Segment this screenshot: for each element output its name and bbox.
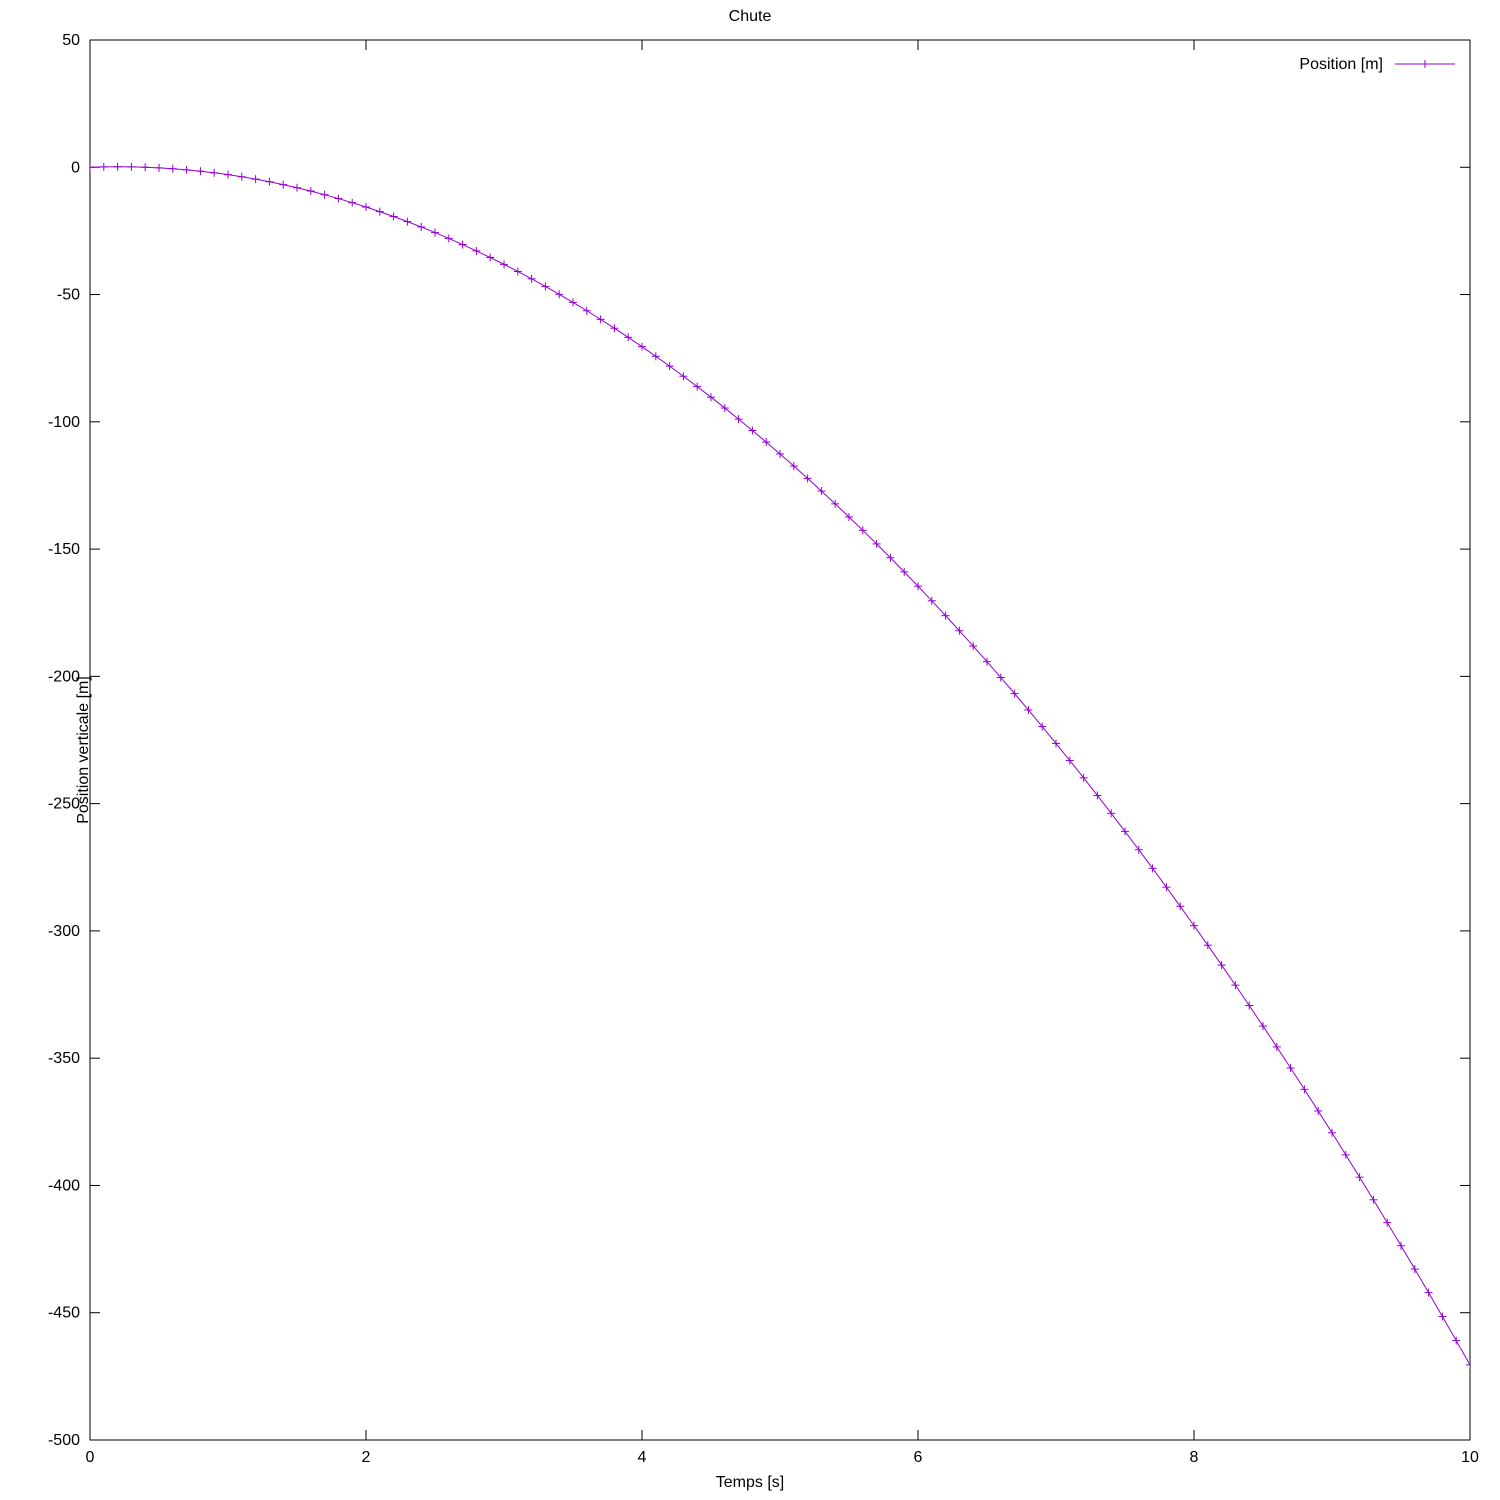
y-tick-label: 50 (62, 32, 80, 49)
y-tick-label: -350 (48, 1050, 80, 1067)
y-tick-label: -300 (48, 923, 80, 940)
x-tick-label: 2 (362, 1449, 371, 1466)
y-tick-label: -500 (48, 1432, 80, 1449)
x-tick-label: 4 (638, 1449, 647, 1466)
x-tick-label: 0 (86, 1449, 95, 1466)
y-tick-label: -400 (48, 1177, 80, 1194)
legend-label: Position [m] (1299, 56, 1383, 73)
chart-svg: 0246810-500-450-400-350-300-250-200-150-… (0, 0, 1500, 1500)
y-tick-label: -200 (48, 668, 80, 685)
x-tick-label: 10 (1461, 1449, 1479, 1466)
x-tick-label: 8 (1190, 1449, 1199, 1466)
y-tick-label: -100 (48, 414, 80, 431)
chart-container: Chute Position verticale [m] Temps [s] 0… (0, 0, 1500, 1500)
y-tick-label: -150 (48, 541, 80, 558)
x-tick-label: 6 (914, 1449, 923, 1466)
y-tick-label: 0 (71, 159, 80, 176)
y-tick-label: -50 (57, 287, 80, 304)
y-tick-label: -450 (48, 1305, 80, 1322)
y-tick-label: -250 (48, 796, 80, 813)
